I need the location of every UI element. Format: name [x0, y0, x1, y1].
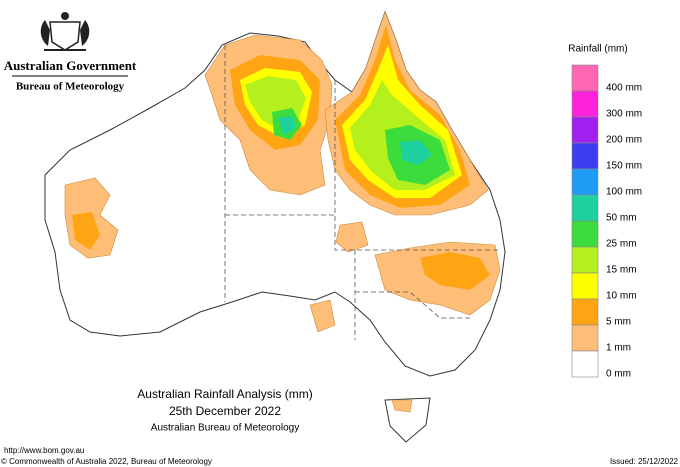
- legend-swatch: [571, 246, 599, 274]
- legend-label: 300 mm: [606, 109, 642, 120]
- legend: Rainfall (mm) 400 mm 300 mm 200 mm 150 mm 10…: [568, 44, 642, 380]
- legend-swatch: [571, 168, 599, 196]
- legend-label: 0 mm: [606, 369, 631, 380]
- legend-label: 50 mm: [606, 213, 637, 224]
- legend-title: Rainfall (mm): [568, 44, 627, 55]
- header-title: Australian Government: [4, 58, 137, 73]
- legend-label: 1 mm: [606, 343, 631, 354]
- legend-swatch: [571, 64, 599, 92]
- footer-issued: Issued: 25/12/2022: [610, 457, 679, 466]
- footer-url: http://www.bom.gov.au: [4, 446, 84, 455]
- header-subtitle: Bureau of Meteorology: [16, 81, 125, 93]
- legend-swatch: [571, 324, 599, 352]
- legend-label: 15 mm: [606, 265, 637, 276]
- legend-label: 5 mm: [606, 317, 631, 328]
- crest: [40, 12, 90, 51]
- map-date: 25th December 2022: [169, 404, 281, 418]
- map-title: Australian Rainfall Analysis (mm): [137, 387, 312, 401]
- legend-swatch: [571, 194, 599, 222]
- legend-label: 150 mm: [606, 161, 642, 172]
- legend-swatch: [571, 298, 599, 326]
- legend-label: 10 mm: [606, 291, 637, 302]
- legend-label: 100 mm: [606, 187, 642, 198]
- footer-copyright: © Commonwealth of Australia 2022, Bureau…: [1, 457, 212, 466]
- map-source: Australian Bureau of Meteorology: [151, 423, 299, 434]
- state-borders: [224, 45, 500, 340]
- legend-swatch: [571, 350, 599, 378]
- legend-label: 25 mm: [606, 239, 637, 250]
- map: [44, 10, 506, 443]
- legend-swatch: [571, 220, 599, 248]
- legend-swatch: [571, 272, 599, 300]
- legend-label: 200 mm: [606, 135, 642, 146]
- legend-swatch: [571, 116, 599, 144]
- legend-swatch: [571, 90, 599, 118]
- legend-swatch: [571, 142, 599, 170]
- legend-label: 400 mm: [606, 83, 642, 94]
- rain-areas: [64, 11, 501, 413]
